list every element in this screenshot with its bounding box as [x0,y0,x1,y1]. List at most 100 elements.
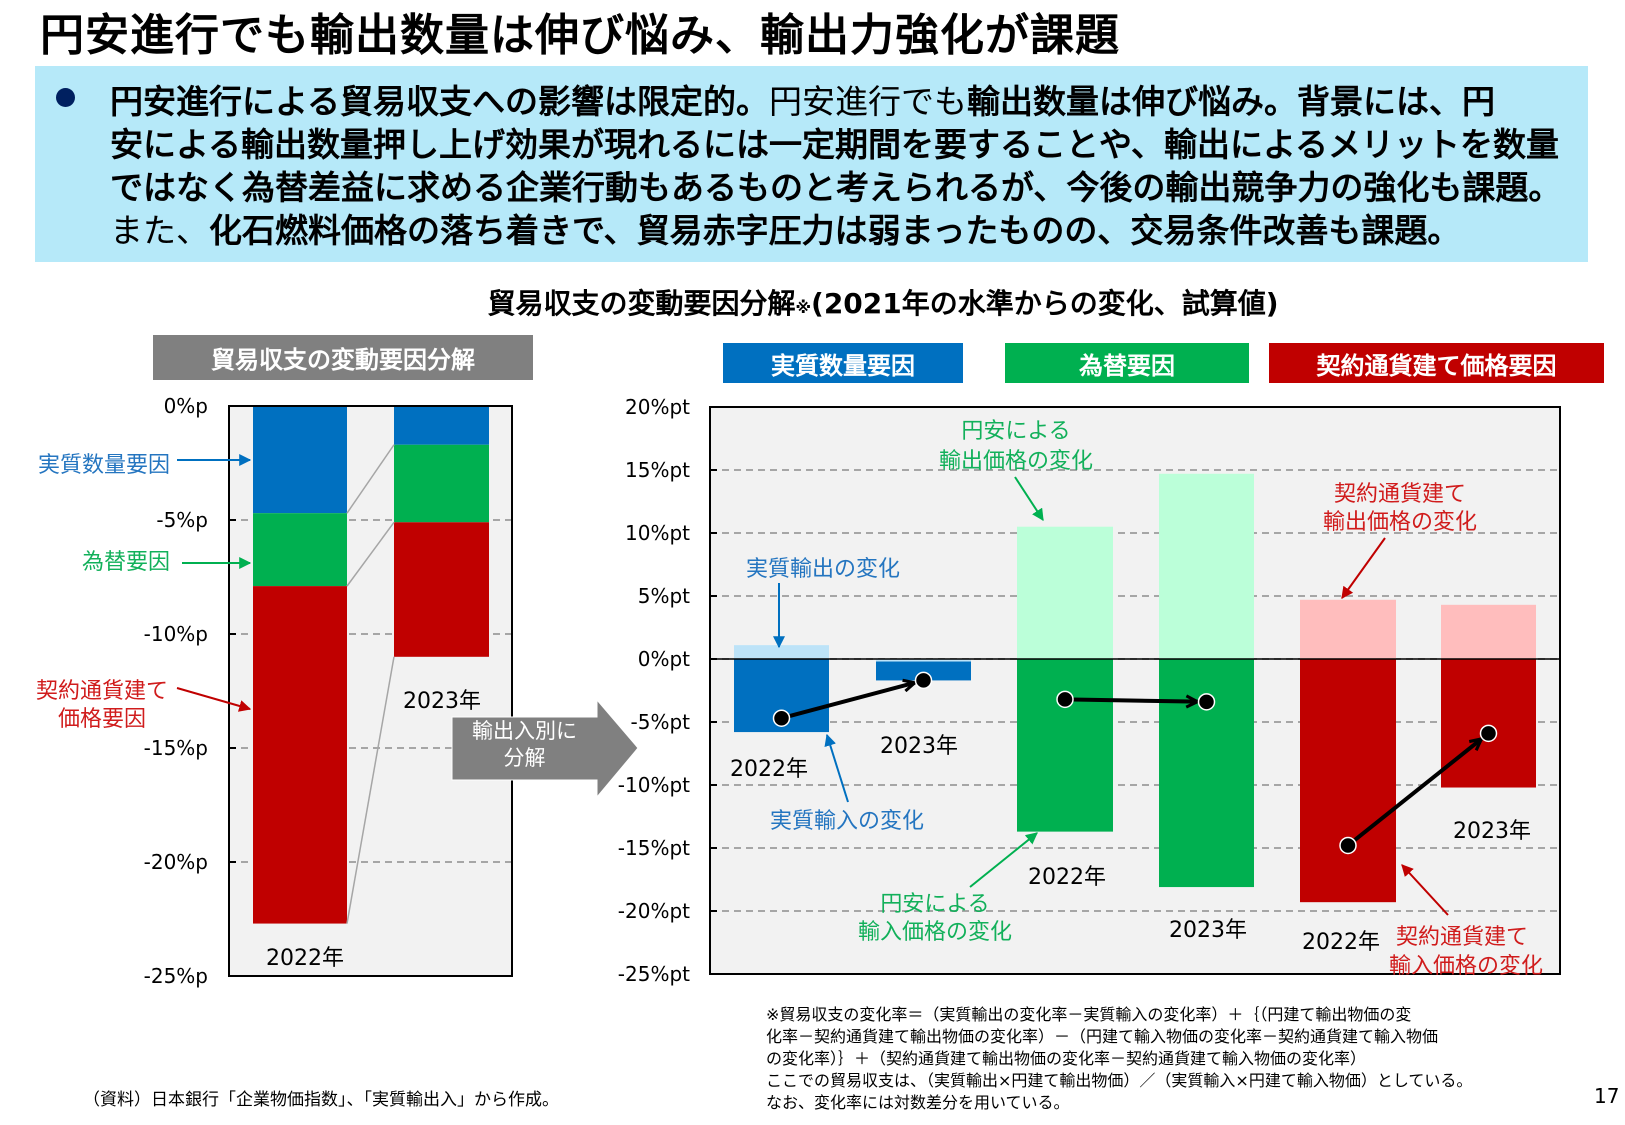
decompose-arrow-line1: 輸出入別に [472,719,577,743]
right-ytick-label: 5%pt [638,584,690,608]
fx-import-arrow [969,832,1038,888]
footnote-line: ※貿易収支の変化率＝（実質輸出の変化率－実質輸入の変化率）＋｛（円建て輸出物価の… [766,1005,1412,1024]
legend-fx: 為替要因 [1005,343,1249,383]
summary-text: 化石燃料価格の落ち着きで、貿易赤字圧力は弱まったものの、交易条件改善も課題。 [209,211,1461,250]
footnote-line: ここでの貿易収支は、（実質輸出×円建て輸出物価）／（実質輸入×円建て輸入物価）と… [766,1071,1473,1090]
annotation-contract-export-line2: 輸出価格の変化 [1322,510,1477,535]
left-ytick-label: -10%p [144,622,208,646]
left-ytick-label: -20%p [144,850,208,874]
import-bar [1300,659,1396,903]
left-plot-frame [228,405,513,977]
chart-title: 貿易収支の変動要因分解※(2021年の水準からの変化、試算値) [0,285,1625,327]
annotation-fx-export-line1: 円安による [961,419,1071,444]
import-bar [1017,659,1113,832]
annotation-fx-import-line1: 円安による [880,892,990,917]
legend-contract: 契約通貨建て価格要因 [1269,343,1604,383]
net-change-dot [1197,693,1216,711]
footnote-line: 化率－契約通貨建て輸出物価の変化率）－（円建て輸入物価の変化率－契約通貨建て輸入… [766,1027,1439,1046]
decompose-arrow-icon [451,698,639,799]
left-connector-line [346,444,395,514]
left-panel-header: 貿易収支の変動要因分解 [153,335,533,380]
right-ytick-label: -5%pt [631,710,691,734]
left-bar-segment [394,444,489,523]
left-bar-segment [394,522,489,657]
net-change-dot [1056,690,1074,709]
net-change-arrow [780,683,915,721]
import-bar [1441,659,1536,788]
left-year-label-2023: 2023年 [403,689,481,714]
right-ytick-label: 20%pt [625,395,690,419]
right-ytick-label: -10%pt [618,773,690,797]
left-bar-segment [253,513,347,587]
left-bar-segment [253,406,347,514]
export-bar [876,659,971,662]
right-ytick-label: -20%pt [618,899,690,923]
legend-quantity: 実質数量要因 [723,343,963,383]
fx-export-arrow [1014,476,1044,522]
annotation-real-import: 実質輸入の変化 [769,809,924,834]
left-connector-line [346,656,395,924]
left-connector-line [346,521,395,587]
import-bar [876,661,971,681]
annotation-real-export: 実質輸出の変化 [745,557,900,582]
real-import-arrow [824,733,849,803]
right-year-label-contract-2022: 2022年 [1302,930,1380,955]
left-annotation-contract-line1: 契約通貨建て [35,679,168,704]
left-ytick-label: -25%p [144,964,208,988]
summary-line-2: 安による輸出数量押し上げ効果が現れるには一定期間を要することや、輸出によるメリッ… [110,123,1559,166]
summary-text: 安による輸出数量押し上げ効果が現れるには一定期間を要することや、輸出によるメリッ… [110,125,1560,164]
export-bar [1300,599,1396,659]
summary-text: 円安進行でも [769,82,968,121]
right-ytick-label: -15%pt [618,836,690,860]
net-change-arrow [1064,699,1198,701]
summary-line-3: ではなく為替差益に求める企業行動もあるものと考えられるが、今後の輸出競争力の強化… [110,166,1561,209]
bullet-icon [56,88,75,107]
right-year-label-fx-2022: 2022年 [1028,865,1106,890]
left-annotation-quantity: 実質数量要因 [37,453,170,478]
contract-export-arrow [1341,537,1386,599]
annotation-fx-import-line2: 輸入価格の変化 [857,920,1012,945]
summary-text: また、 [110,211,209,250]
right-year-label-quantity-2022: 2022年 [730,757,808,782]
export-bar [1441,604,1536,659]
right-year-label-contract-2023: 2023年 [1453,819,1531,844]
annotation-fx-export-line2: 輸出価格の変化 [938,449,1093,474]
chart-title-main: 貿易収支の変動要因分解 [487,287,796,320]
net-change-dot [1479,724,1498,743]
contract-annotation-arrow [176,687,252,712]
footnote: ※貿易収支の変化率＝（実質輸出の変化率－実質輸入の変化率）＋｛（円建て輸出物価の… [766,1004,1472,1114]
right-plot-frame [709,406,1561,975]
source-note: （資料）日本銀行「企業物価指数」、「実質輸出入」から作成。 [83,1090,559,1110]
right-ytick-label: -25%pt [618,962,690,986]
left-year-label-2022: 2022年 [266,946,344,971]
contract-import-arrow [1401,864,1449,916]
right-year-label-quantity-2023: 2023年 [880,734,958,759]
summary-text: ではなく為替差益に求める企業行動もあるものと考えられるが、今後の輸出競争力の強化… [110,168,1562,207]
chart-title-sub: (2021年の水準からの変化、試算値) [811,287,1279,320]
left-annotation-fx: 為替要因 [81,550,170,575]
summary-box [35,66,1588,262]
annotation-contract-import-line2: 輸入価格の変化 [1388,954,1543,979]
export-bar [1017,526,1113,659]
summary-line-4: また、化石燃料価格の落ち着きで、貿易赤字圧力は弱まったものの、交易条件改善も課題… [110,209,1460,252]
net-change-dot [914,671,933,690]
left-ytick-label: -5%p [156,508,208,532]
net-change-dot [1339,836,1357,855]
left-ytick-label: 0%p [164,394,208,418]
net-change-dot [772,709,791,727]
right-ytick-label: 0%pt [638,647,690,671]
export-bar [734,645,829,659]
right-ytick-label: 10%pt [625,521,690,545]
page-title: 円安進行でも輸出数量は伸び悩み、輸出力強化が課題 [40,10,1120,61]
right-plot-area [710,407,1560,974]
page-number: 17 [1594,1084,1620,1108]
decompose-arrow-line2: 分解 [503,746,546,770]
net-change-arrow [1346,739,1481,848]
chart-title-mark: ※ [795,298,812,317]
summary-text: 輸出数量は伸び悩み。背景には、円 [967,82,1496,121]
footnote-line: の変化率）｝＋（契約通貨建て輸出物価の変化率－契約通貨建て輸入物価の変化率） [766,1049,1367,1068]
summary-line-1: 円安進行による貿易収支への影響は限定的。円安進行でも輸出数量は伸び悩み。背景には… [110,80,1495,123]
decompose-arrow-label: 輸出入別に 分解 [452,718,597,772]
annotation-contract-import-line1: 契約通貨建て [1396,925,1529,950]
